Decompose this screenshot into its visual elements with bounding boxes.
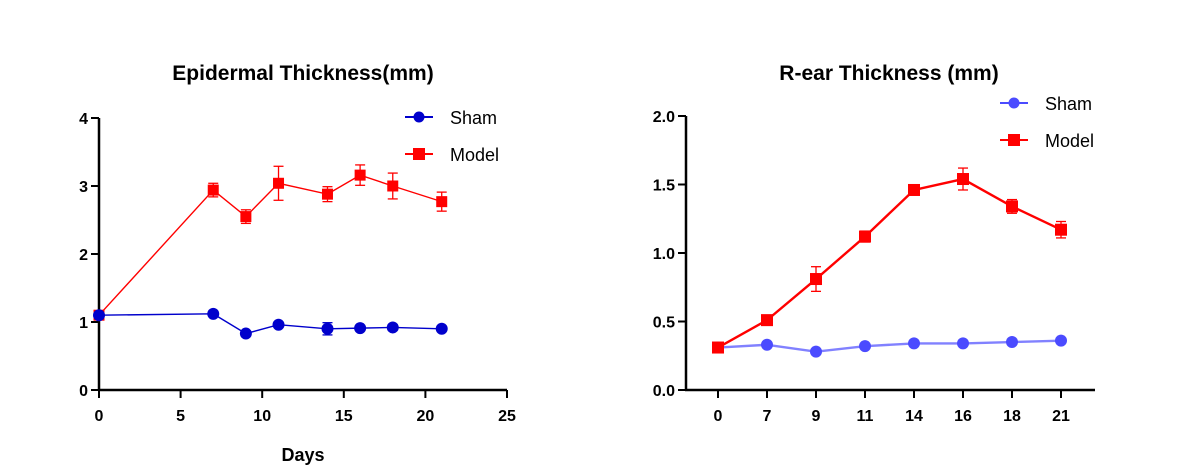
legend-label: Sham	[450, 108, 497, 128]
legend-marker	[413, 111, 425, 123]
legend-label: Sham	[1045, 94, 1092, 114]
data-point	[321, 322, 334, 335]
axes: 0 1 2 3 4 0 5 10 15 20 25	[79, 111, 516, 425]
data-point	[908, 337, 920, 350]
legend-marker	[1008, 134, 1020, 146]
x-tick-label: 0	[95, 408, 104, 425]
y-tick-label: 1	[79, 315, 88, 332]
chart-title: R-ear Thickness (mm)	[779, 62, 998, 85]
data-point	[957, 337, 969, 350]
series-sham	[712, 334, 1067, 358]
data-point	[908, 183, 920, 196]
data-point	[240, 211, 252, 223]
data-point	[859, 230, 871, 243]
y-tick-label: 2	[79, 247, 88, 264]
legend-item-model: Model	[1000, 131, 1094, 151]
y-tick-label: 0.0	[653, 383, 675, 400]
data-point	[386, 321, 399, 334]
y-tick-label: 0	[79, 383, 88, 400]
axes: 0.0 0.5 1.0 1.5 2.0 0 7 9 11 14 16 18 21	[653, 109, 1095, 425]
data-point	[761, 314, 773, 327]
legend: Sham Model	[1000, 94, 1094, 151]
x-tick-label: 25	[498, 408, 516, 425]
chart-title: Epidermal Thickness(mm)	[172, 62, 433, 85]
legend-marker	[1008, 97, 1020, 109]
legend-item-model: Model	[405, 145, 499, 165]
data-point	[387, 180, 399, 192]
data-point	[1006, 336, 1018, 349]
x-axis-label: Days	[281, 445, 324, 465]
y-tick-label: 0.5	[653, 315, 675, 332]
data-point	[1055, 223, 1067, 236]
data-point	[354, 322, 367, 335]
x-tick-label: 5	[176, 408, 185, 425]
data-point	[354, 169, 366, 181]
series-line	[717, 339, 1062, 353]
data-point	[1006, 200, 1018, 213]
data-point	[761, 338, 773, 351]
x-tick-label: 18	[1003, 408, 1021, 425]
data-point	[239, 327, 252, 340]
y-tick-label: 2.0	[653, 109, 675, 126]
x-tick-label: 0	[714, 408, 723, 425]
data-point	[273, 177, 285, 189]
legend-item-sham: Sham	[1000, 94, 1092, 114]
data-point	[712, 341, 724, 354]
data-point	[93, 309, 105, 322]
data-point	[436, 196, 448, 208]
series-group	[712, 167, 1067, 358]
y-tick-label: 1.5	[653, 178, 675, 195]
data-point	[1055, 334, 1067, 347]
x-tick-label: 15	[335, 408, 353, 425]
series-model	[712, 167, 1067, 354]
series-line	[717, 177, 1062, 349]
x-tick-label: 16	[954, 408, 972, 425]
series-line	[98, 174, 442, 316]
x-tick-label: 10	[253, 408, 271, 425]
data-point	[435, 322, 448, 335]
series-group	[93, 164, 448, 340]
x-tick-label: 20	[417, 408, 435, 425]
data-point	[321, 188, 333, 200]
legend-label: Model	[1045, 131, 1094, 151]
x-tick-label: 11	[857, 408, 874, 425]
data-point	[859, 340, 871, 353]
x-tick-label: 9	[812, 408, 821, 425]
legend-item-sham: Sham	[405, 108, 497, 128]
y-tick-label: 3	[79, 179, 88, 196]
data-point	[207, 184, 219, 196]
series-model	[93, 164, 448, 321]
x-tick-label: 7	[763, 408, 772, 425]
data-point	[810, 273, 822, 286]
data-point	[957, 173, 969, 186]
y-tick-label: 1.0	[653, 246, 675, 263]
x-tick-label: 14	[905, 408, 923, 425]
legend-marker	[413, 148, 425, 160]
data-point	[810, 345, 822, 358]
x-tick-label: 21	[1052, 408, 1070, 425]
series-sham	[93, 307, 448, 340]
y-tick-label: 4	[79, 111, 88, 128]
data-point	[207, 307, 220, 320]
legend: Sham Model	[405, 108, 499, 165]
r-ear-thickness-chart: R-ear Thickness (mm) 0.0 0.5 1.0 1.5 2.0 0 7 9 1…	[653, 62, 1095, 425]
legend-label: Model	[450, 145, 499, 165]
data-point	[272, 318, 285, 331]
